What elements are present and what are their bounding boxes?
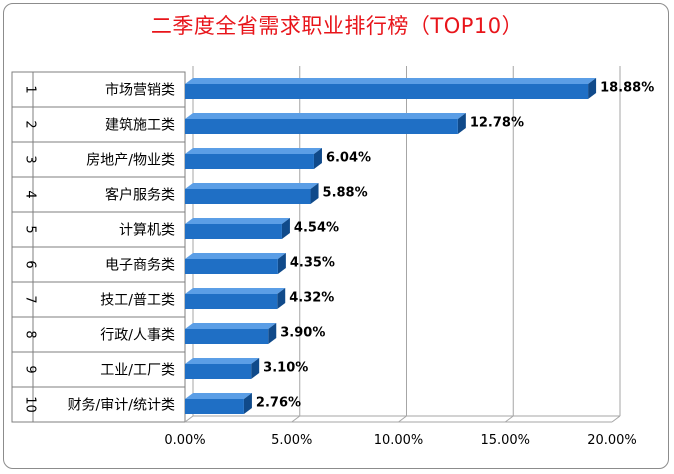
rank-label: 3 (23, 155, 38, 163)
bar (185, 253, 286, 274)
bar-side-face (277, 253, 286, 274)
bar (185, 113, 466, 134)
x-tick-label: 20.00% (587, 433, 637, 448)
bar-side-face (588, 78, 597, 99)
x-tick-label: 5.00% (271, 433, 312, 448)
gridline-floor (504, 415, 514, 423)
bar-front-face (185, 154, 314, 169)
bar-side-face (457, 113, 466, 134)
bar-value-label: 4.32% (289, 291, 334, 306)
bar (185, 218, 290, 239)
category-label: 技工/普工类 (100, 293, 175, 309)
bar-side-face (243, 393, 252, 414)
category-label: 工业/工厂类 (100, 363, 175, 379)
bar-side-face (268, 323, 277, 344)
bar-top-face (185, 288, 286, 294)
bar-value-label: 4.54% (294, 221, 339, 236)
rank-label: 5 (23, 225, 38, 233)
bar-front-face (185, 189, 311, 204)
chart-title: 二季度全省需求职业排行榜（TOP10） (150, 14, 524, 38)
bar-top-face (185, 148, 322, 154)
bar-front-face (185, 119, 458, 134)
bar-front-face (185, 259, 278, 274)
category-label: 计算机类 (119, 223, 175, 239)
rank-label: 2 (23, 120, 38, 128)
bar-side-face (251, 358, 260, 379)
rank-label: 6 (23, 260, 38, 268)
bar-value-label: 18.88% (600, 81, 654, 96)
rank-label: 4 (23, 190, 38, 198)
gridline-floor (184, 415, 194, 423)
category-label: 建筑施工类 (105, 118, 175, 134)
category-label: 客户服务类 (105, 187, 175, 204)
bar-top-face (185, 78, 597, 84)
bar (185, 148, 322, 169)
bar (185, 183, 319, 204)
bar-value-label: 3.90% (280, 326, 325, 341)
bar-top-face (185, 393, 252, 399)
bar-side-face (310, 183, 319, 204)
bar-front-face (185, 84, 589, 99)
rank-label: 7 (23, 295, 38, 303)
bar (185, 323, 277, 344)
x-tick-label: 15.00% (480, 433, 530, 448)
gridline-floor (611, 415, 621, 423)
bar (185, 78, 597, 99)
bar-top-face (185, 113, 466, 119)
rank-label: 9 (23, 365, 38, 373)
category-label: 房地产/物业类 (86, 153, 175, 169)
category-label: 行政/人事类 (100, 328, 175, 344)
bar-top-face (185, 323, 277, 329)
bar-value-label: 12.78% (470, 116, 524, 131)
bar-value-label: 2.76% (256, 396, 301, 411)
bar-front-face (185, 399, 244, 414)
bar-top-face (185, 218, 290, 224)
gridline-floor (291, 415, 301, 423)
bar-side-face (313, 148, 322, 169)
x-tick-label: 10.00% (374, 433, 424, 448)
bar-value-label: 4.35% (290, 256, 335, 271)
bar-value-label: 5.88% (323, 186, 368, 201)
bar-side-face (277, 288, 286, 309)
category-label: 财务/审计/统计类 (68, 398, 175, 414)
bar-front-face (185, 364, 252, 379)
bar-top-face (185, 358, 260, 364)
gridline-floor (398, 415, 407, 423)
bar (185, 393, 252, 414)
category-label: 市场营销类 (105, 82, 175, 99)
rank-label: 1 (23, 85, 38, 93)
rank-label: 10 (23, 396, 38, 413)
x-tick-label: 0.00% (164, 433, 205, 448)
category-label: 电子商务类 (105, 258, 175, 274)
bar-value-label: 3.10% (263, 361, 308, 376)
bar-top-face (185, 183, 319, 189)
bar-top-face (185, 253, 286, 259)
bar-side-face (281, 218, 290, 239)
rank-label: 8 (23, 330, 38, 338)
bar-value-label: 6.04% (326, 151, 371, 166)
bar (185, 288, 286, 309)
bar (185, 358, 260, 379)
bar-front-face (185, 329, 269, 344)
bar-front-face (185, 294, 278, 309)
bar-front-face (185, 224, 282, 239)
